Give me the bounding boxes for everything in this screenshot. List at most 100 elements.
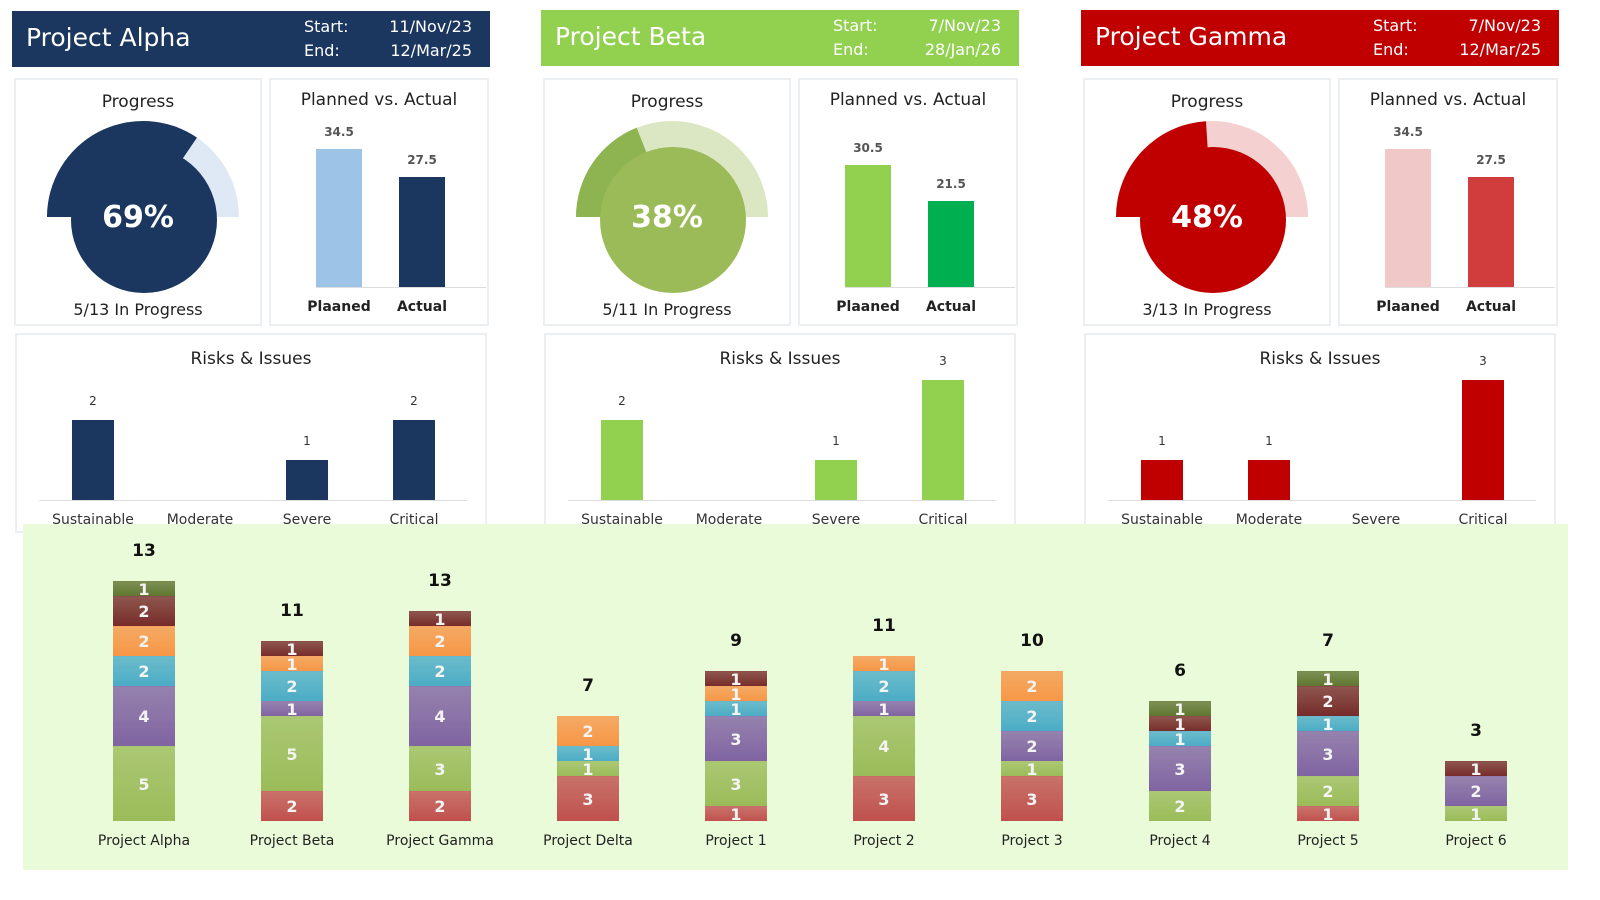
risk-value: 1	[1158, 434, 1166, 448]
axis-line	[39, 500, 467, 501]
gauge-disk	[600, 147, 746, 293]
gauge-disk	[71, 147, 217, 293]
stack-segment: 3	[853, 776, 915, 821]
stack-segment: 1	[1445, 805, 1507, 824]
risks-issues-card: Risks & Issues 2 Sustainable Moderate 1 Sever…	[544, 333, 1016, 533]
progress-title: Progress	[101, 92, 175, 112]
gauge-disk	[1140, 147, 1286, 293]
risks-title: Risks & Issues	[1259, 349, 1381, 369]
risk-value: 1	[832, 434, 840, 448]
stack-segment: 1	[1297, 805, 1359, 824]
stack-total-label: 3	[1470, 721, 1482, 741]
category-label: Project 2	[853, 833, 915, 849]
stack-segment: 2	[1297, 686, 1359, 716]
progress-status: 5/11 In Progress	[602, 300, 732, 319]
stack-segment: 2	[409, 656, 471, 686]
project-header: Project Alpha Start: End: 11/Nov/23 12/Mar/2…	[12, 11, 490, 67]
risk-bar	[922, 380, 964, 500]
stack-segment: 3	[409, 746, 471, 791]
stack-segment: 3	[705, 761, 767, 806]
progress-percent: 38%	[631, 200, 703, 235]
actual-value: 21.5	[936, 177, 966, 191]
risk-value: 3	[1479, 354, 1487, 368]
stack-segment: 3	[1297, 731, 1359, 776]
actual-value: 27.5	[1476, 153, 1506, 167]
progress-title: Progress	[630, 92, 704, 112]
category-label: Project 5	[1297, 833, 1359, 849]
risk-bar	[286, 460, 328, 500]
risk-value: 1	[303, 434, 311, 448]
stack-segment: 2	[261, 671, 323, 701]
category-label: Project 3	[1001, 833, 1063, 849]
end-date: 28/Jan/26	[924, 40, 1001, 59]
stack-segment: 1	[1149, 715, 1211, 734]
risk-value: 2	[618, 394, 626, 408]
stack-segment: 2	[1297, 776, 1359, 806]
risks-issues-card: Risks & Issues 1 Sustainable 1 Moderate Sever…	[1084, 333, 1556, 533]
planned-label: Plaaned	[1376, 299, 1440, 315]
category-label: Project 4	[1149, 833, 1211, 849]
stack-total-label: 13	[428, 571, 452, 591]
stack-segment: 1	[1149, 730, 1211, 749]
category-label: Project Gamma	[386, 833, 494, 849]
risk-bar	[601, 420, 643, 500]
planned-bar	[316, 149, 362, 287]
category-label: Project 1	[705, 833, 767, 849]
category-label: Project Delta	[543, 833, 633, 849]
progress-title: Progress	[1170, 92, 1244, 112]
stack-total-label: 10	[1020, 631, 1044, 651]
stack-segment: 1	[705, 685, 767, 704]
actual-bar	[928, 201, 974, 287]
actual-label: Actual	[1465, 299, 1517, 315]
stack-segment: 1	[261, 700, 323, 719]
project-title: Project Gamma	[1095, 22, 1288, 51]
progress-status: 3/13 In Progress	[1142, 300, 1272, 319]
stack-segment: 1	[1297, 715, 1359, 734]
stack-segment: 1	[853, 700, 915, 719]
risks-title: Risks & Issues	[190, 349, 312, 369]
stack-total-label: 6	[1174, 661, 1186, 681]
risk-value: 3	[939, 354, 947, 368]
progress-card: Progress 38% 5/11 In Progress	[543, 78, 791, 326]
stack-segment: 2	[1001, 731, 1063, 761]
risks-title: Risks & Issues	[719, 349, 841, 369]
stack-segment: 1	[557, 760, 619, 779]
stack-segment: 1	[853, 655, 915, 674]
stack-total-label: 13	[132, 541, 156, 561]
stack-segment: 2	[1001, 671, 1063, 701]
gauge-fill	[47, 120, 197, 217]
progress-gauge	[47, 120, 239, 293]
stack-segment: 2	[113, 596, 175, 626]
stack-segment: 3	[1149, 746, 1211, 791]
progress-card: Progress 69% 5/13 In Progress	[14, 78, 262, 326]
category-label: Project Beta	[249, 833, 335, 849]
planned-label: Plaaned	[307, 299, 371, 315]
planned-bar	[1385, 149, 1431, 287]
stack-segment: 2	[261, 791, 323, 821]
start-date: 7/Nov/23	[1468, 16, 1541, 35]
end-label: End:	[833, 40, 869, 59]
progress-card: Progress 48% 3/13 In Progress	[1083, 78, 1331, 326]
start-label: Start:	[1373, 16, 1418, 35]
stack-segment: 2	[1445, 776, 1507, 806]
risk-bar	[1462, 380, 1504, 500]
risk-bar	[1248, 460, 1290, 500]
planned-vs-actual-title: Planned vs. Actual	[829, 90, 987, 110]
planned-vs-actual-title: Planned vs. Actual	[1369, 90, 1527, 110]
risk-bar	[1141, 460, 1183, 500]
start-label: Start:	[833, 16, 878, 35]
stack-total-label: 9	[730, 631, 742, 651]
category-label: Project Alpha	[97, 833, 191, 849]
start-date: 7/Nov/23	[928, 16, 1001, 35]
project-header: Project Gamma Start: End: 7/Nov/23 12/Mar/25	[1081, 10, 1559, 66]
risk-value: 1	[1265, 434, 1273, 448]
stack-segment: 1	[113, 580, 175, 599]
axis-line	[316, 287, 486, 288]
end-label: End:	[304, 41, 340, 60]
axis-line	[568, 500, 996, 501]
stack-total-label: 11	[280, 601, 304, 621]
stack-total-label: 7	[1322, 631, 1334, 651]
stack-segment: 4	[113, 686, 175, 746]
stack-segment: 4	[409, 686, 471, 746]
risk-value: 2	[89, 394, 97, 408]
